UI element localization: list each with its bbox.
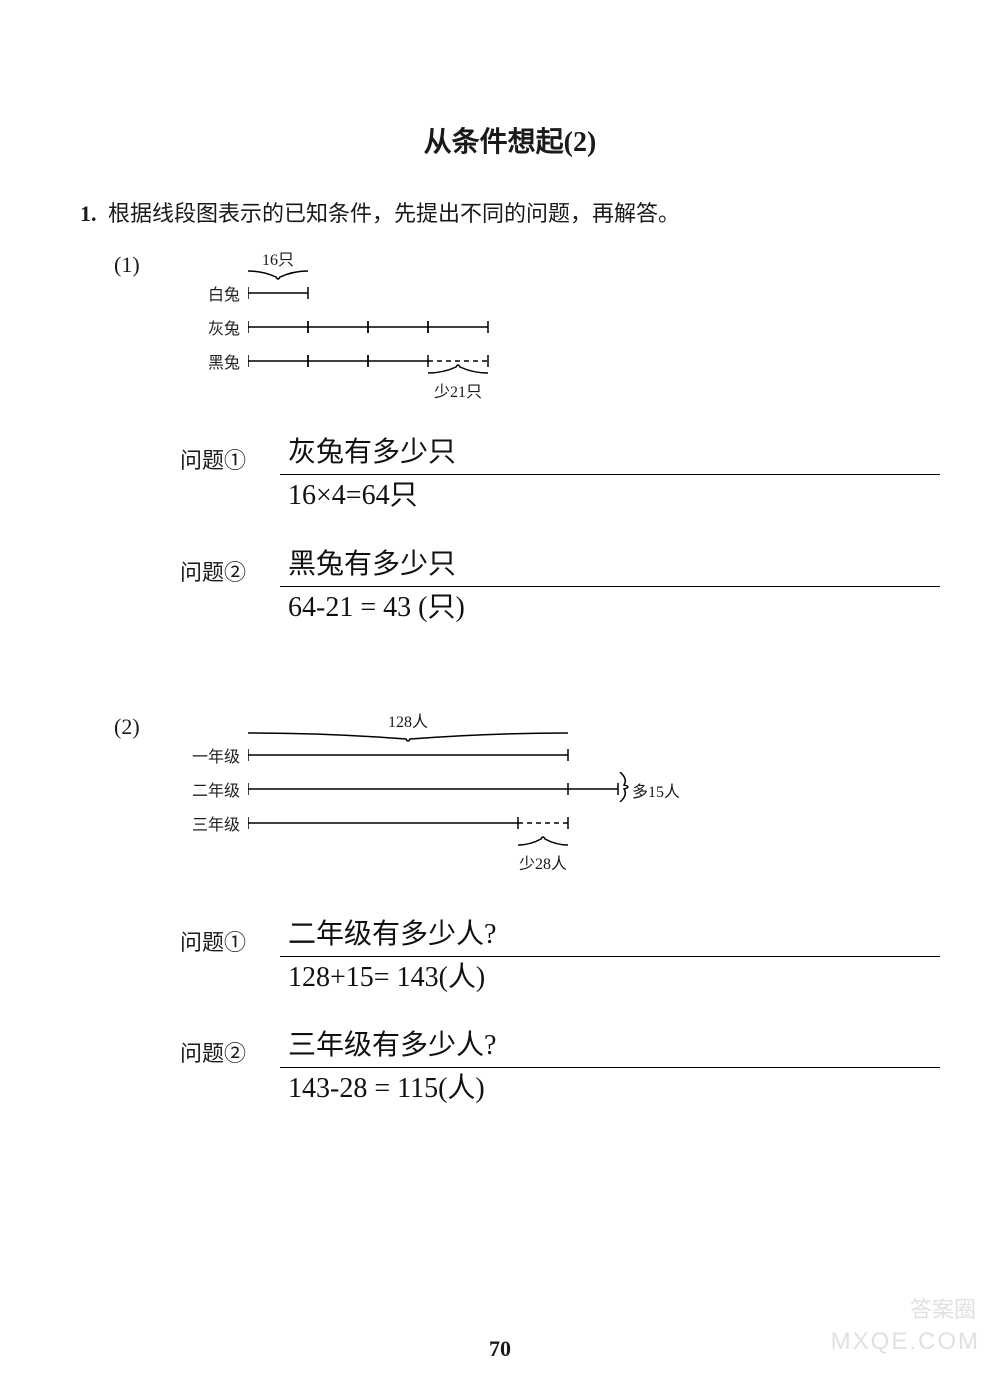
- diagram2-row-label: 三年级: [180, 811, 248, 835]
- diagram2-row-label: 一年级: [180, 743, 248, 767]
- page-title: 从条件想起(2): [80, 120, 940, 160]
- qa3-question-line: 二年级有多少人?: [280, 920, 940, 957]
- qa2-answer-hw: 64-21 = 43 (只): [288, 593, 940, 624]
- diagram1-top-brace-text: 16只: [248, 246, 308, 270]
- qa2-question-hw: 黑兔有多少只: [288, 549, 456, 580]
- qa-block-1: 问题① 灰兔有多少只 16×4=64只 问题② 黑兔有多少只 64-21 = 4…: [180, 438, 940, 624]
- diagram2-under-brace-text: 少28人: [518, 850, 568, 874]
- subproblem-2: (2) 128人 多15人 少28人: [120, 714, 940, 1106]
- diagram1-under-brace: 少21只: [428, 362, 488, 402]
- qa4-label: 问题②: [180, 1036, 280, 1068]
- qa1-answer-hw: 16×4=64只: [288, 481, 940, 512]
- watermark-en: MXQE.COM: [831, 1328, 980, 1356]
- brace-up-icon: [428, 363, 488, 375]
- diagram-1: 16只 白兔灰兔黑兔少21只: [180, 252, 940, 412]
- bar-segment-icon: [248, 283, 312, 303]
- subproblem-2-label: (2): [114, 714, 140, 740]
- diagram2-row: 三年级: [180, 806, 572, 840]
- question-number: 1.: [80, 201, 97, 226]
- qa4-question-hw: 三年级有多少人?: [288, 1030, 496, 1061]
- diagram2-row: 二年级: [180, 772, 622, 806]
- subproblem-1-label: (1): [114, 252, 140, 278]
- qa4-question-row: 问题② 三年级有多少人?: [180, 1031, 940, 1068]
- qa3-answer-hw: 128+15= 143(人): [288, 963, 940, 994]
- bar-line-icon: [248, 779, 622, 799]
- instruction-text: 根据线段图表示的已知条件，先提出不同的问题，再解答。: [108, 201, 680, 226]
- qa3-question-hw: 二年级有多少人?: [288, 919, 496, 950]
- qa3-label: 问题①: [180, 925, 280, 957]
- diagram1-row: 白兔: [180, 276, 312, 310]
- watermark-cn: 答案圈: [910, 1292, 976, 1324]
- bar-line-icon: [248, 745, 572, 765]
- diagram2-row-label: 二年级: [180, 777, 248, 801]
- diagram2-under-brace: 少28人: [518, 834, 568, 874]
- qa-block-2: 问题① 二年级有多少人? 128+15= 143(人) 问题② 三年级有多少人?…: [180, 920, 940, 1106]
- diagram1-row: 灰兔: [180, 310, 492, 344]
- qa4-question-line: 三年级有多少人?: [280, 1031, 940, 1068]
- qa2-label: 问题②: [180, 555, 280, 587]
- qa1-question-row: 问题① 灰兔有多少只: [180, 438, 940, 475]
- qa1-label: 问题①: [180, 443, 280, 475]
- qa1-question-hw: 灰兔有多少只: [288, 437, 456, 468]
- diagram-2: 128人 多15人 少28人 一年级二年级三年级: [180, 714, 940, 894]
- subproblem-1: (1) 16只 白兔灰兔黑兔少21只 问题① 灰兔有多少只 16×4=64只 问…: [120, 252, 940, 624]
- qa1-question-line: 灰兔有多少只: [280, 438, 940, 475]
- diagram2-row: 一年级: [180, 738, 572, 772]
- qa4-answer-hw: 143-28 = 115(人): [288, 1074, 940, 1105]
- instruction: 1. 根据线段图表示的已知条件，先提出不同的问题，再解答。: [80, 196, 940, 228]
- diagram2-top-brace-text: 128人: [248, 708, 568, 732]
- diagram1-row-label: 灰兔: [180, 315, 248, 339]
- page: 从条件想起(2) 1. 根据线段图表示的已知条件，先提出不同的问题，再解答。 (…: [0, 0, 1000, 1392]
- bar-segment-icon: [248, 317, 492, 337]
- diagram1-under-brace-text: 少21只: [428, 378, 488, 402]
- diagram1-row-label: 黑兔: [180, 349, 248, 373]
- qa2-question-row: 问题② 黑兔有多少只: [180, 550, 940, 587]
- qa2-question-line: 黑兔有多少只: [280, 550, 940, 587]
- bar-line-icon: [248, 813, 572, 833]
- diagram1-row-label: 白兔: [180, 281, 248, 305]
- qa3-question-row: 问题① 二年级有多少人?: [180, 920, 940, 957]
- diagram2-right-brace-text: 多15人: [632, 778, 680, 802]
